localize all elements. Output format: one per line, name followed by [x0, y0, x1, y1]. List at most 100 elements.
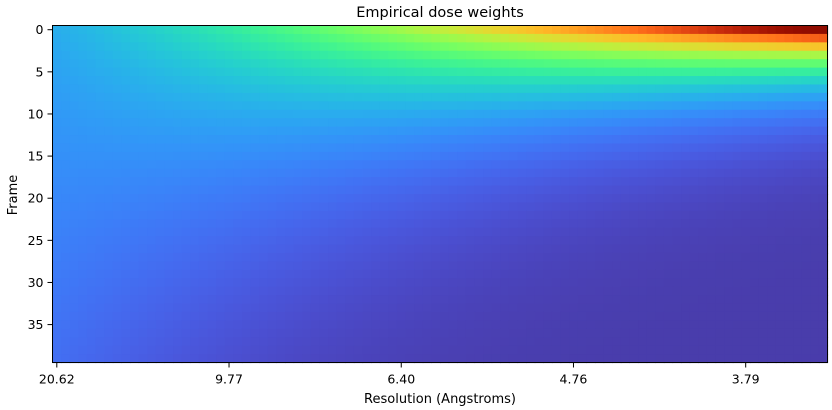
heatmap-cell	[638, 168, 648, 178]
heatmap-cell	[431, 50, 441, 60]
heatmap-cell	[345, 261, 355, 271]
heatmap-cell	[560, 151, 570, 161]
heatmap-cell	[810, 236, 820, 246]
heatmap-cell	[457, 59, 467, 69]
heatmap-cell	[112, 177, 122, 187]
heatmap-cell	[241, 311, 252, 321]
heatmap-cell	[517, 135, 527, 145]
heatmap-cell	[233, 67, 243, 77]
heatmap-cell	[164, 320, 174, 330]
heatmap-cell	[276, 328, 286, 338]
heatmap-cell	[810, 118, 820, 128]
heatmap-cell	[112, 151, 122, 161]
heatmap-cell	[724, 227, 734, 237]
heatmap-cell	[241, 286, 252, 296]
heatmap-cell	[560, 42, 570, 52]
heatmap-cell	[207, 320, 217, 330]
heatmap-cell	[250, 118, 260, 128]
heatmap-cell	[95, 269, 105, 279]
heatmap-cell	[569, 219, 579, 229]
heatmap-cell	[431, 109, 441, 119]
heatmap-cell	[741, 354, 751, 364]
heatmap-cell	[595, 236, 605, 246]
heatmap-cell	[758, 168, 768, 178]
heatmap-cell	[758, 160, 768, 170]
heatmap-cell	[775, 126, 786, 136]
heatmap-cell	[638, 50, 648, 60]
heatmap-cell	[698, 25, 708, 35]
heatmap-cell	[448, 295, 458, 305]
heatmap-cell	[689, 236, 699, 246]
heatmap-cell	[362, 118, 372, 128]
heatmap-cell	[810, 219, 820, 229]
heatmap-cell	[508, 151, 519, 161]
heatmap-cell	[784, 202, 794, 212]
heatmap-cell	[551, 244, 562, 254]
heatmap-cell	[508, 109, 519, 119]
heatmap-cell	[491, 252, 501, 263]
heatmap-cell	[465, 320, 476, 330]
heatmap-cell	[241, 59, 252, 69]
heatmap-cell	[388, 219, 398, 229]
heatmap-cell	[285, 168, 295, 178]
heatmap-cell	[173, 261, 183, 271]
heatmap-cell	[319, 92, 329, 102]
heatmap-cell	[224, 168, 234, 178]
heatmap-cell	[732, 50, 742, 60]
heatmap-cell	[52, 194, 62, 204]
heatmap-cell	[801, 101, 811, 111]
heatmap-cell	[569, 76, 579, 86]
heatmap-cell	[422, 25, 432, 35]
heatmap-cell	[534, 354, 544, 364]
heatmap-cell	[130, 185, 140, 195]
heatmap-cell	[706, 278, 717, 288]
heatmap-cell	[216, 143, 226, 153]
heatmap-cell	[259, 109, 269, 119]
heatmap-cell	[801, 151, 811, 161]
heatmap-cell	[285, 126, 295, 136]
heatmap-cell	[224, 269, 234, 279]
heatmap-cell	[155, 295, 166, 305]
heatmap-cell	[405, 337, 415, 347]
heatmap-cell	[750, 126, 760, 136]
heatmap-cell	[465, 67, 476, 77]
heatmap-cell	[155, 160, 166, 170]
heatmap-cell	[345, 185, 355, 195]
heatmap-cell	[706, 126, 717, 136]
heatmap-cell	[414, 328, 424, 338]
heatmap-cell	[138, 261, 148, 271]
heatmap-cell	[164, 261, 174, 271]
heatmap-cell	[371, 59, 381, 69]
heatmap-cell	[732, 92, 742, 102]
heatmap-cell	[448, 236, 458, 246]
heatmap-cell	[465, 118, 476, 128]
heatmap-cell	[233, 50, 243, 60]
heatmap-cell	[216, 252, 226, 263]
heatmap-cell	[758, 236, 768, 246]
heatmap-cell	[457, 76, 467, 86]
heatmap-cell	[52, 67, 62, 77]
heatmap-cell	[336, 76, 346, 86]
heatmap-cell	[112, 67, 122, 77]
heatmap-cell	[801, 269, 811, 279]
heatmap-cell	[405, 244, 415, 254]
heatmap-cell	[801, 311, 811, 321]
heatmap-cell	[345, 92, 355, 102]
heatmap-cell	[483, 311, 493, 321]
heatmap-cell	[775, 42, 786, 52]
heatmap-cell	[655, 202, 665, 212]
heatmap-cell	[310, 151, 321, 161]
heatmap-cell	[293, 320, 303, 330]
heatmap-cell	[560, 33, 570, 43]
heatmap-cell	[422, 177, 432, 187]
heatmap-cell	[810, 303, 820, 313]
heatmap-cell	[706, 177, 717, 187]
heatmap-cell	[483, 101, 493, 111]
heatmap-cell	[724, 286, 734, 296]
heatmap-cell	[405, 59, 415, 69]
heatmap-cell	[500, 151, 510, 161]
heatmap-cell	[465, 135, 476, 145]
heatmap-cell	[310, 59, 321, 69]
heatmap-cell	[534, 219, 544, 229]
heatmap-cell	[457, 328, 467, 338]
